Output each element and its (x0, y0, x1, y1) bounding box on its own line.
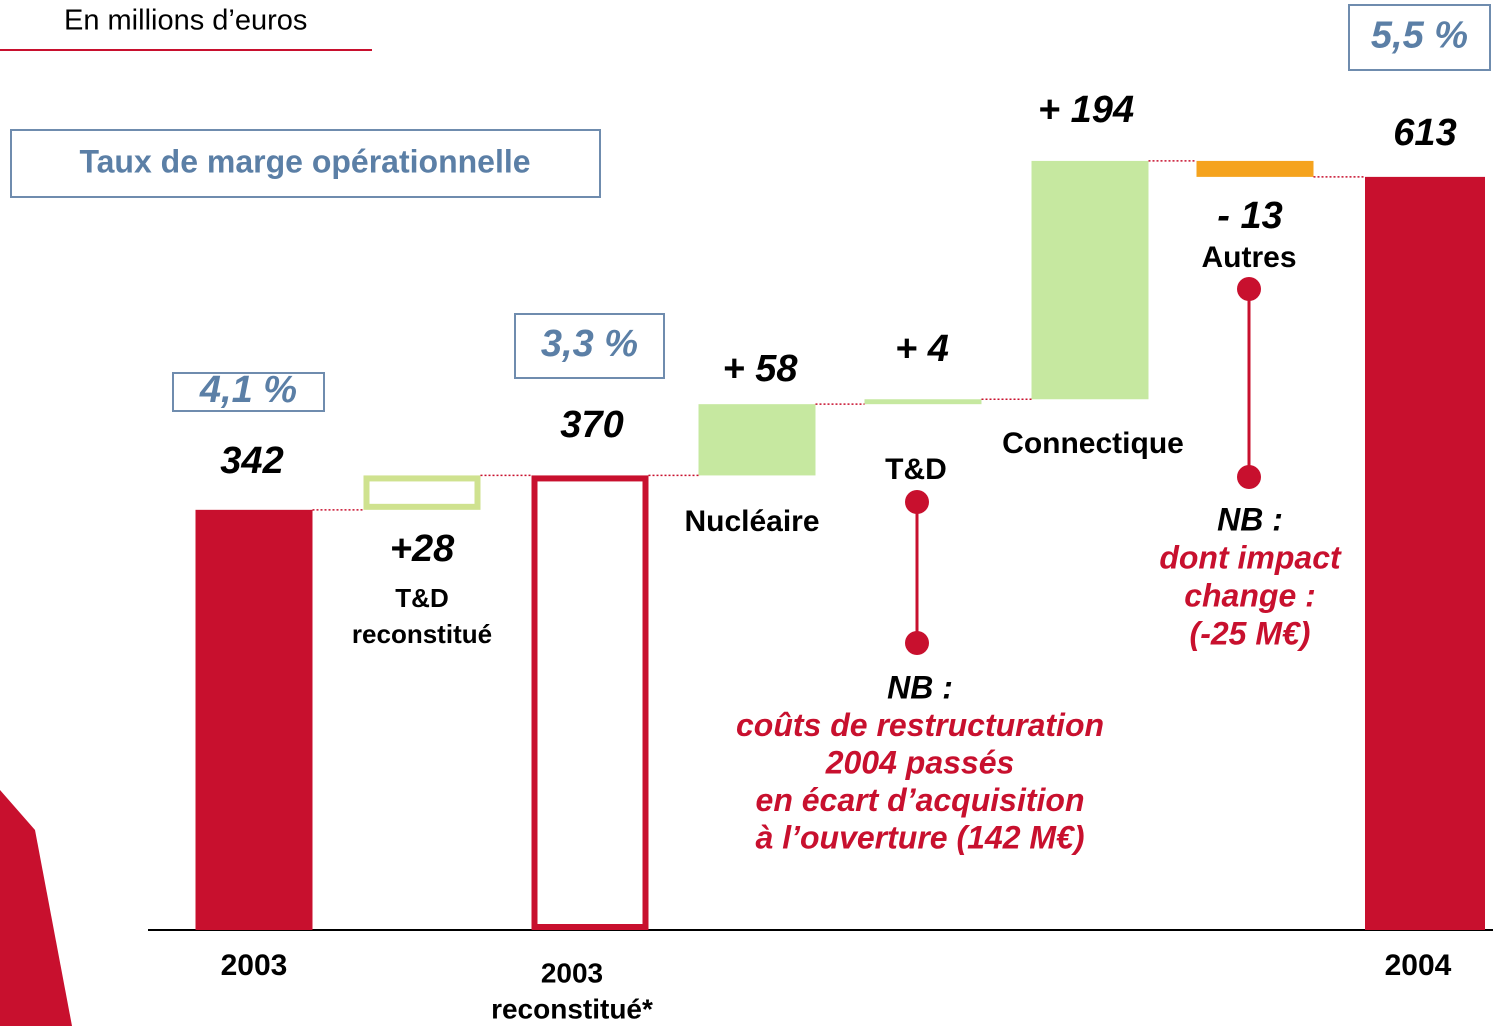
subtitle: En millions d’euros (64, 5, 307, 37)
bar (1196, 160, 1314, 177)
note-title: NB : (1217, 501, 1283, 537)
note-line: coûts de restructuration (736, 707, 1104, 743)
value-label: 613 (1393, 112, 1456, 154)
legend-label: Taux de marge opérationnelle (79, 143, 530, 179)
margin-label: 4,1 % (199, 369, 297, 411)
margin-label: 5,5 % (1371, 15, 1468, 57)
note-line: en écart d’acquisition (756, 782, 1085, 818)
note-dot (905, 490, 929, 514)
note-line: dont impact (1159, 539, 1342, 575)
margin-label: 3,3 % (541, 323, 638, 365)
note-line: (-25 M€) (1190, 615, 1311, 651)
bar (363, 475, 481, 510)
note-line: 2004 passés (825, 744, 1015, 780)
bar (698, 404, 816, 476)
bar (1365, 176, 1485, 930)
legend-box (10, 129, 601, 198)
category-label: Connectique (1002, 427, 1184, 460)
category-label: 2003 (541, 957, 603, 988)
note-dot (1237, 465, 1261, 489)
value-label: 342 (220, 440, 283, 482)
bar (531, 475, 649, 930)
bar (195, 509, 313, 930)
margin-box (514, 313, 665, 379)
note-line: à l’ouverture (142 M€) (756, 819, 1085, 855)
category-label: Autres (1201, 241, 1296, 274)
category-label: 2003 (221, 949, 288, 982)
decoration (0, 790, 72, 1026)
margin-box (172, 372, 325, 412)
value-label: + 58 (722, 348, 798, 390)
value-label: +28 (390, 528, 455, 570)
note-dot (1237, 277, 1261, 301)
note-title: NB : (887, 669, 953, 705)
value-label: + 4 (895, 328, 949, 370)
category-label: T&D (885, 453, 947, 486)
bar (864, 399, 982, 405)
bar (1031, 160, 1149, 400)
category-label: Nucléaire (684, 505, 819, 538)
value-label: - 13 (1217, 195, 1282, 237)
margin-box (1348, 4, 1491, 71)
category-label: T&D (395, 583, 448, 613)
category-label: reconstitué* (491, 993, 653, 1024)
category-label: 2004 (1385, 949, 1452, 982)
value-label: 370 (560, 404, 623, 446)
note-line: change : (1184, 577, 1316, 613)
note-dot (905, 631, 929, 655)
value-label: + 194 (1038, 89, 1134, 131)
category-label: reconstitué (352, 619, 492, 649)
